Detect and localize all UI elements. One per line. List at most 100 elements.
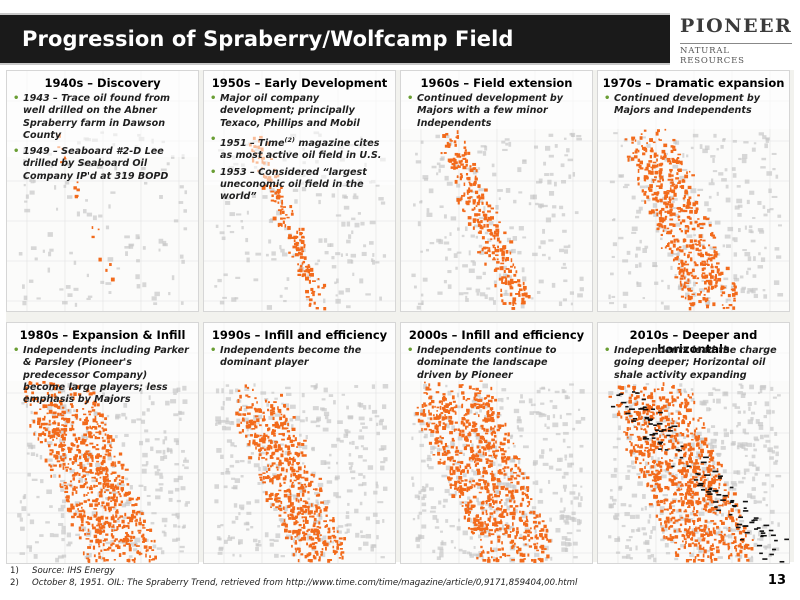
prior-well [474, 411, 479, 415]
well [63, 431, 66, 435]
well [316, 533, 320, 536]
well [428, 409, 430, 413]
well [516, 527, 519, 531]
prior-well [337, 530, 342, 534]
well [81, 506, 83, 509]
prior-well [306, 533, 311, 538]
well [689, 295, 693, 300]
well [490, 549, 495, 553]
well [302, 273, 307, 277]
well [681, 163, 683, 166]
well [518, 284, 522, 287]
prior-well [85, 471, 90, 476]
well [689, 210, 693, 214]
well [470, 403, 474, 408]
well [85, 417, 88, 421]
well [646, 142, 648, 144]
well [273, 498, 276, 501]
well [652, 197, 656, 201]
well [490, 231, 493, 234]
prior-well [521, 513, 528, 519]
well [645, 147, 648, 150]
well [533, 559, 537, 563]
prior-well [693, 234, 697, 237]
prior-well [477, 150, 483, 154]
prior-well [162, 449, 166, 455]
well [282, 477, 287, 481]
well [464, 413, 468, 416]
prior-well [338, 540, 342, 546]
well [706, 253, 710, 256]
well [81, 520, 84, 524]
well [486, 394, 491, 398]
prior-well [443, 279, 447, 284]
well [661, 178, 665, 182]
prior-well [752, 534, 756, 540]
well [517, 547, 522, 552]
prior-well [509, 226, 514, 230]
prior-well [142, 246, 146, 250]
well [282, 217, 286, 220]
well [691, 293, 695, 296]
well [442, 445, 446, 449]
well [670, 240, 674, 244]
well [636, 163, 641, 167]
well [291, 544, 293, 548]
prior-well [30, 452, 36, 456]
well [304, 519, 309, 524]
prior-well [270, 218, 274, 223]
well [99, 523, 103, 526]
well [494, 398, 498, 402]
well [705, 279, 710, 283]
well [453, 161, 458, 164]
well [132, 535, 135, 539]
well [482, 451, 485, 456]
well [733, 299, 736, 302]
well [454, 411, 457, 415]
well [498, 507, 503, 511]
prior-well [105, 541, 112, 545]
prior-well [508, 141, 512, 147]
well [97, 519, 101, 523]
well [539, 533, 543, 537]
well [323, 307, 327, 311]
well [733, 283, 736, 288]
prior-well [706, 407, 710, 412]
well [715, 274, 718, 277]
well [534, 535, 538, 539]
prior-well [324, 415, 329, 420]
well [490, 409, 493, 412]
prior-well [369, 241, 374, 245]
well [313, 556, 317, 560]
prior-well [355, 446, 359, 450]
well [259, 476, 263, 479]
prior-well [334, 281, 337, 285]
well [695, 247, 699, 251]
well [443, 460, 446, 463]
well [65, 485, 68, 489]
well [475, 406, 480, 410]
well [509, 286, 514, 290]
well [101, 427, 104, 430]
well [48, 423, 51, 426]
well [304, 276, 309, 281]
well [454, 487, 458, 490]
prior-well [322, 535, 327, 540]
prior-well [712, 467, 716, 471]
prior-well [567, 462, 573, 468]
prior-well [672, 197, 678, 201]
well [80, 524, 84, 527]
well [89, 442, 94, 445]
well [491, 474, 494, 478]
prior-well [746, 199, 750, 205]
well [493, 559, 496, 562]
prior-well [289, 485, 292, 488]
well [689, 289, 693, 292]
prior-well [55, 557, 60, 563]
well [85, 450, 88, 454]
well [57, 405, 61, 410]
prior-well [771, 152, 777, 155]
well [329, 519, 333, 522]
well [483, 470, 488, 472]
prior-well [722, 138, 726, 141]
